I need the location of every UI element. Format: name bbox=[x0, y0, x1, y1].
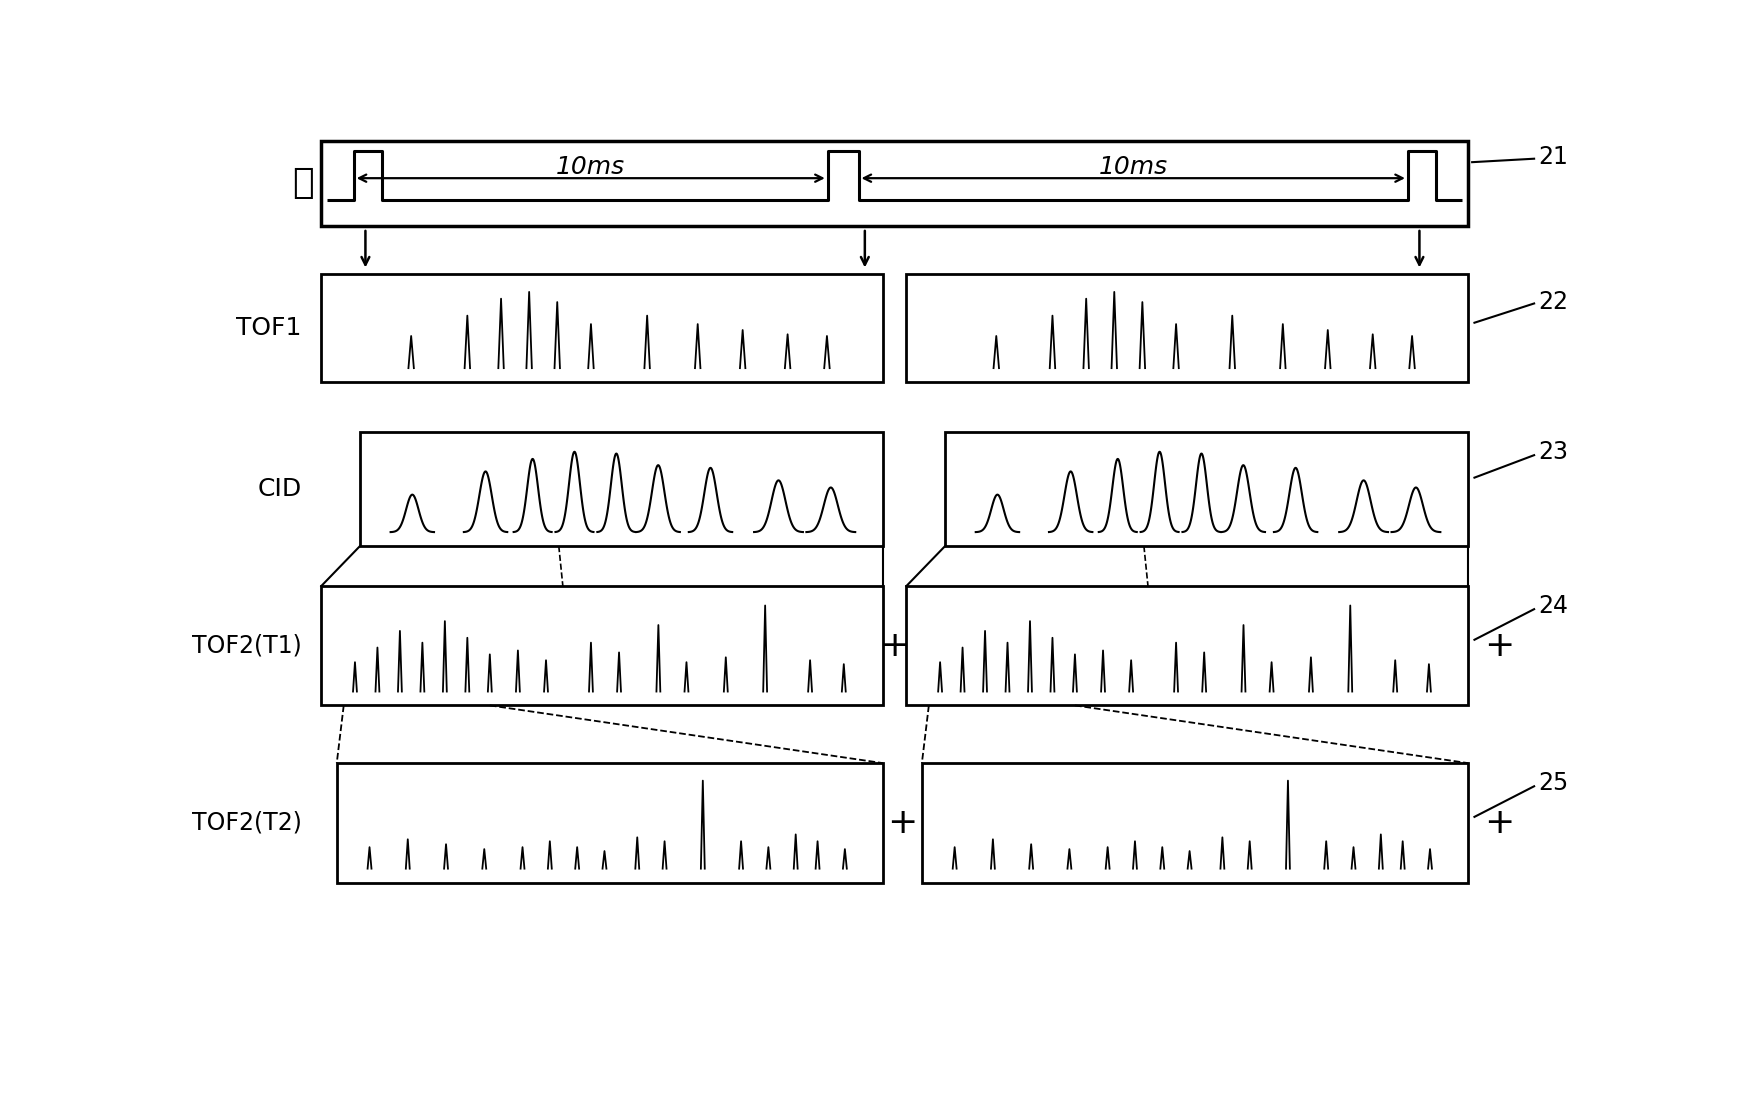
Text: +: + bbox=[1484, 629, 1515, 663]
Text: TOF2(T1): TOF2(T1) bbox=[192, 634, 302, 658]
Text: 10ms: 10ms bbox=[1099, 156, 1168, 179]
Bar bbox=[321, 586, 884, 705]
Text: 10ms: 10ms bbox=[556, 156, 624, 179]
Text: 21: 21 bbox=[1538, 145, 1568, 169]
Text: 24: 24 bbox=[1538, 594, 1568, 618]
Bar bbox=[946, 432, 1468, 546]
Text: +: + bbox=[1484, 806, 1515, 840]
Bar bbox=[360, 432, 884, 546]
Text: 源: 源 bbox=[291, 167, 314, 200]
Bar bbox=[923, 763, 1468, 883]
Bar bbox=[907, 586, 1468, 705]
Text: 25: 25 bbox=[1538, 771, 1568, 795]
Text: +: + bbox=[887, 806, 917, 840]
Text: +: + bbox=[880, 629, 910, 663]
Bar bbox=[321, 274, 884, 382]
Text: CID: CID bbox=[258, 477, 302, 501]
Bar bbox=[337, 763, 884, 883]
Bar bbox=[907, 274, 1468, 382]
Text: 23: 23 bbox=[1538, 440, 1568, 463]
Text: 22: 22 bbox=[1538, 290, 1568, 314]
Text: TOF2(T2): TOF2(T2) bbox=[192, 810, 302, 834]
Bar bbox=[321, 141, 1468, 226]
Text: TOF1: TOF1 bbox=[236, 316, 302, 340]
